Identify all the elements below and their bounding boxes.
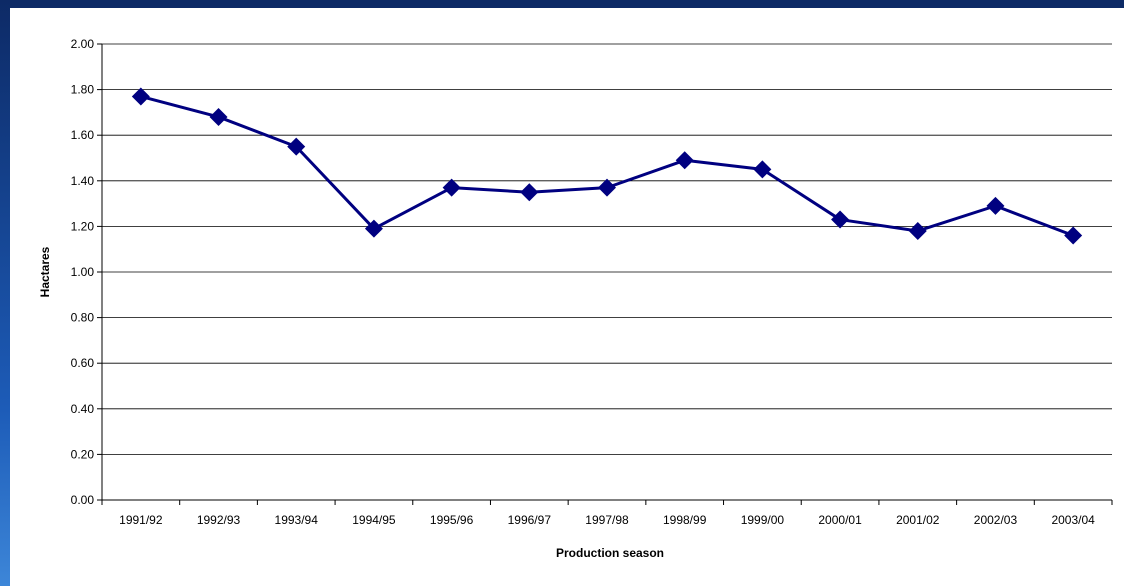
x-tick-label: 1992/93 [197, 513, 241, 527]
data-point-marker [986, 197, 1004, 215]
gridlines [102, 44, 1112, 454]
x-tick-label: 2003/04 [1051, 513, 1095, 527]
data-point-marker [909, 222, 927, 240]
x-tick-label: 1993/94 [275, 513, 319, 527]
x-tick-label: 1995/96 [430, 513, 474, 527]
data-point-marker [132, 87, 150, 105]
y-tick-label: 0.00 [71, 493, 95, 507]
series-line-path [141, 96, 1073, 235]
data-point-marker [831, 211, 849, 229]
y-axis-title: Hactares [38, 246, 52, 297]
x-tick-label: 1998/99 [663, 513, 707, 527]
data-point-marker [676, 151, 694, 169]
y-tick-label: 0.40 [71, 402, 95, 416]
y-tick-label: 1.40 [71, 174, 95, 188]
y-tick-label: 0.20 [71, 447, 95, 461]
data-point-marker [598, 179, 616, 197]
data-point-marker [520, 183, 538, 201]
y-tick-label: 1.80 [71, 83, 95, 97]
data-point-marker [1064, 227, 1082, 245]
series-line [141, 96, 1073, 235]
x-tick-label: 1999/00 [741, 513, 785, 527]
data-point-marker [443, 179, 461, 197]
x-tick-label: 2001/02 [896, 513, 940, 527]
y-tick-label: 1.20 [71, 219, 95, 233]
x-tick-label: 1994/95 [352, 513, 396, 527]
x-tick-label: 1996/97 [508, 513, 552, 527]
x-axis-title: Production season [556, 546, 664, 560]
x-axis-ticks: 1991/92 1992/93 1993/94 1994/95 1995/96 1996/… [102, 500, 1112, 527]
x-tick-label: 2000/01 [818, 513, 862, 527]
y-tick-label: 0.60 [71, 356, 95, 370]
data-point-marker [753, 160, 771, 178]
y-tick-label: 1.00 [71, 265, 95, 279]
series-markers [132, 87, 1082, 244]
y-tick-label: 1.60 [71, 128, 95, 142]
y-tick-label: 0.80 [71, 311, 95, 325]
data-point-marker [210, 108, 228, 126]
x-tick-label: 1997/98 [585, 513, 629, 527]
y-tick-label: 2.00 [71, 37, 95, 51]
x-tick-label: 1991/92 [119, 513, 163, 527]
x-tick-label: 2002/03 [974, 513, 1018, 527]
y-axis-ticks: 0.00 0.20 0.40 0.60 0.80 1.00 1.20 1.40 1.60 1.80… [71, 37, 102, 507]
